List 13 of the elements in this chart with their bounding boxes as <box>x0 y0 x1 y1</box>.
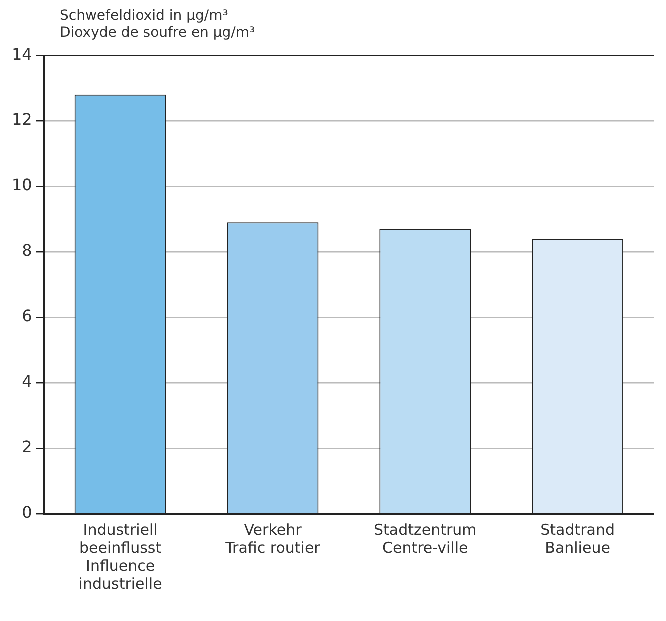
y-axis-title: Schwefeldioxid in µg/m³ Dioxyde de soufre en µg/m³ <box>60 8 256 42</box>
y-tick-label: 8 <box>22 241 32 260</box>
y-tick-label: 6 <box>22 306 32 326</box>
y-tick-label: 12 <box>12 110 32 130</box>
y-tick-label: 2 <box>22 438 32 457</box>
x-tick-label: Industriell beeinflusst Influence industrielle <box>78 520 162 593</box>
x-tick-label: Stadtzentrum Centre-ville <box>374 520 477 557</box>
y-tick-label: 4 <box>22 372 32 392</box>
x-tick-label: Stadtrand Banlieue <box>540 520 615 557</box>
y-tick-label: 0 <box>22 503 32 522</box>
x-tick-label: Verkehr Trafic routier <box>224 520 322 557</box>
y-tick-label: 14 <box>12 44 32 64</box>
y-tick-label: 10 <box>12 176 32 195</box>
